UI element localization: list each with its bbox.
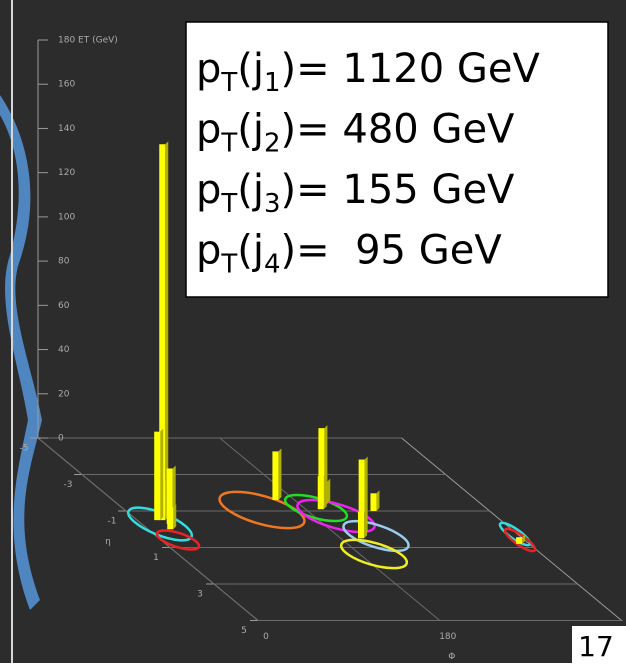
tower	[370, 493, 376, 511]
tower	[154, 432, 160, 520]
tower	[516, 537, 522, 544]
text-part: p	[196, 167, 221, 213]
et-tick-label: 160	[58, 80, 75, 90]
subscript: 4	[264, 250, 281, 280]
et-tick-label: 20	[58, 389, 70, 399]
page: -5 -3 -1 1 3 5 η 0 180 Φ 0 20 40 60 80 100 120 140 160 180…	[0, 0, 626, 663]
et-tick-label: 140	[58, 124, 75, 134]
eta-axis-label: η	[105, 537, 111, 547]
phi-tick-label: 180	[439, 632, 456, 642]
text-part: (j	[237, 107, 264, 153]
tower	[167, 507, 173, 529]
subscript: T	[220, 129, 237, 159]
eta-tick-label: -3	[64, 480, 73, 490]
tower-side	[173, 504, 176, 529]
jet-pt-line: pT(j2)= 480 GeV	[196, 107, 515, 159]
et-tick-label: 180 ET (GeV)	[58, 36, 118, 46]
tower-side	[327, 479, 330, 504]
tower-side	[278, 448, 281, 500]
et-tick-label: 120	[58, 168, 75, 178]
text-part: )= 480 GeV	[281, 107, 516, 153]
tower-side	[165, 141, 168, 520]
tower-side	[324, 473, 327, 509]
eta-tick-label: 1	[153, 553, 159, 563]
et-tick-label: 80	[58, 257, 70, 267]
text-part: )= 95 GeV	[281, 228, 503, 274]
tower	[358, 512, 364, 539]
page-number: 17	[578, 630, 614, 663]
jet-pt-line: pT(j3)= 155 GeV	[196, 167, 515, 219]
et-tick-label: 60	[58, 301, 70, 311]
text-part: (j	[237, 46, 264, 92]
text-part: )= 155 GeV	[281, 167, 516, 213]
et-tick-label: 100	[58, 212, 75, 222]
tower-side	[364, 509, 367, 539]
subscript: T	[220, 68, 237, 98]
subscript: 1	[264, 68, 281, 98]
text-part: p	[196, 46, 221, 92]
eta-tick-label: -1	[108, 517, 117, 527]
subscript: 3	[264, 189, 281, 219]
eta-tick-label: 5	[241, 626, 247, 636]
eta-tick-label: 3	[197, 590, 203, 600]
et-tick-label: 40	[58, 345, 70, 355]
tower	[272, 451, 278, 500]
subscript: T	[220, 189, 237, 219]
tower-side	[376, 490, 379, 511]
subscript: T	[220, 250, 237, 280]
tower-side	[160, 429, 163, 520]
jet-pt-line: pT(j1)= 1120 GeV	[196, 46, 541, 98]
eta-tick-label: -5	[20, 444, 29, 454]
et-tick-label: 0	[58, 434, 64, 444]
text-part: p	[196, 228, 221, 274]
text-part: p	[196, 107, 221, 153]
text-part: )= 1120 GeV	[281, 46, 541, 92]
phi-tick-label: 0	[263, 632, 269, 642]
tower	[318, 476, 324, 509]
subscript: 2	[264, 129, 281, 159]
text-part: (j	[237, 167, 264, 213]
text-part: (j	[237, 228, 264, 274]
event-display: -5 -3 -1 1 3 5 η 0 180 Φ 0 20 40 60 80 100 120 140 160 180…	[0, 0, 626, 663]
phi-axis-label: Φ	[448, 652, 455, 662]
jet-pt-line: pT(j4)= 95 GeV	[196, 228, 502, 280]
